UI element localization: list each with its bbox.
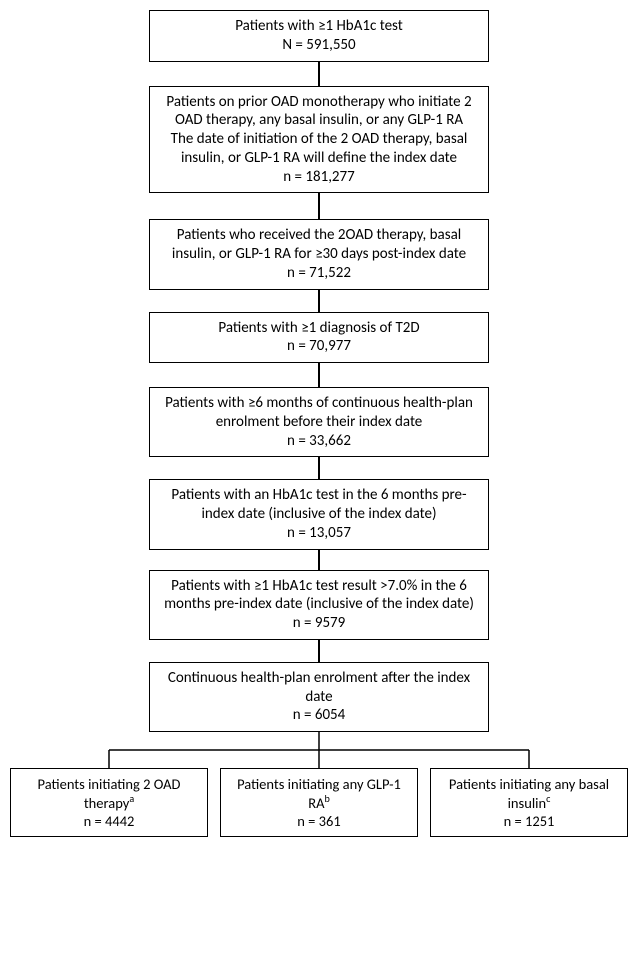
branch-sup: a xyxy=(129,792,134,805)
branch-n: n = 1251 xyxy=(437,812,621,830)
step-n: n = 181,277 xyxy=(160,168,478,187)
step-text-2: The date of initiation of the 2 OAD ther… xyxy=(171,130,468,167)
branch-box-oad: Patients initiating 2 OAD therapya n = 4… xyxy=(10,768,208,837)
flow-step-0: Patients with ≥1 HbA1c testN = 591,550 xyxy=(149,10,489,62)
branch-text: Patients initiating 2 OAD therapy xyxy=(38,775,181,812)
connector xyxy=(318,363,320,387)
flow-step-1: Patients on prior OAD monotherapy who in… xyxy=(149,86,489,194)
step-text: Patients who received the 2OAD therapy, … xyxy=(172,226,466,263)
branch-box-insulin: Patients initiating any basal insulinc n… xyxy=(430,768,628,837)
flow-step-5: Patients with an HbA1c test in the 6 mon… xyxy=(149,479,489,549)
flow-step-3: Patients with ≥1 diagnosis of T2Dn = 70,… xyxy=(149,312,489,364)
connector xyxy=(318,62,320,86)
branch-n: n = 361 xyxy=(227,812,411,830)
branch-connector xyxy=(10,732,628,768)
step-n: n = 33,662 xyxy=(160,432,478,451)
branch-box-glp1: Patients initiating any GLP-1 RAb n = 36… xyxy=(220,768,418,837)
connector xyxy=(318,193,320,219)
connector xyxy=(318,640,320,662)
branch-n: n = 4442 xyxy=(17,812,201,830)
flow-step-4: Patients with ≥6 months of continuous he… xyxy=(149,387,489,457)
step-text: Patients with ≥1 HbA1c test xyxy=(235,17,403,35)
connector xyxy=(318,457,320,479)
step-text: Patients with ≥6 months of continuous he… xyxy=(165,394,473,431)
branch-sup: c xyxy=(546,792,550,805)
step-text: Continuous health-plan enrolment after t… xyxy=(168,669,470,706)
step-n: n = 13,057 xyxy=(160,524,478,543)
step-text: Patients with an HbA1c test in the 6 mon… xyxy=(171,486,466,523)
branch-text: Patients initiating any GLP-1 RA xyxy=(237,775,401,812)
step-text: Patients with ≥1 HbA1c test result >7.0%… xyxy=(164,577,474,614)
branch-row: Patients initiating 2 OAD therapya n = 4… xyxy=(10,768,628,837)
step-n: n = 70,977 xyxy=(160,337,478,356)
flow-step-7: Continuous health-plan enrolment after t… xyxy=(149,662,489,732)
step-n: N = 591,550 xyxy=(160,36,478,55)
branch-sup: b xyxy=(324,792,329,805)
step-n: n = 6054 xyxy=(160,706,478,725)
step-n: n = 9579 xyxy=(160,614,478,633)
step-text: Patients with ≥1 diagnosis of T2D xyxy=(218,319,419,337)
flowchart-container: Patients with ≥1 HbA1c testN = 591,550Pa… xyxy=(10,10,628,837)
connector xyxy=(318,290,320,312)
connector xyxy=(318,550,320,570)
flow-step-2: Patients who received the 2OAD therapy, … xyxy=(149,219,489,289)
step-n: n = 71,522 xyxy=(160,264,478,283)
flow-step-6: Patients with ≥1 HbA1c test result >7.0%… xyxy=(149,570,489,640)
step-text: Patients on prior OAD monotherapy who in… xyxy=(166,93,471,130)
branch-text: Patients initiating any basal insulin xyxy=(449,775,609,812)
